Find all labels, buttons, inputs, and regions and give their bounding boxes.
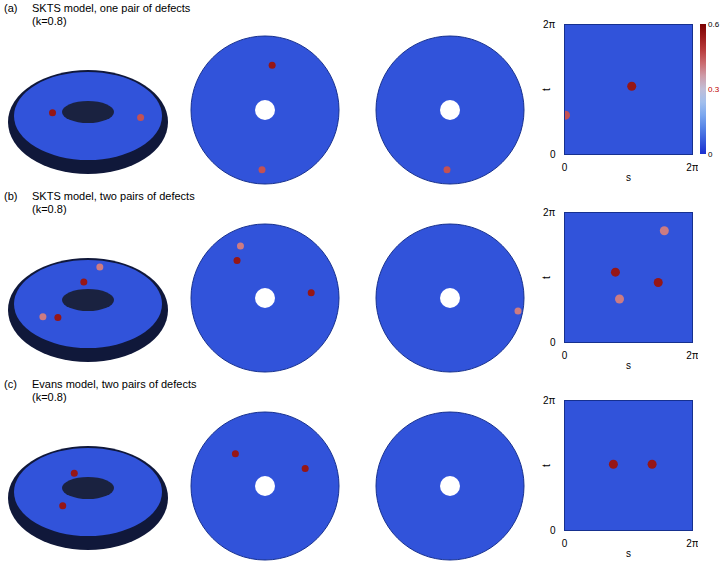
svg-text:2π: 2π — [543, 395, 556, 406]
svg-text:t: t — [541, 276, 552, 279]
svg-text:2π: 2π — [686, 162, 698, 173]
svg-text:s: s — [626, 172, 631, 183]
html-text:(b): (b) — [4, 190, 18, 202]
html-text:Evans model, two pairs of defe: Evans model, two pairs of defects — [32, 378, 197, 390]
html-text:SKTS model, two pairs of defec: SKTS model, two pairs of defects — [32, 190, 195, 202]
svg-text:0: 0 — [708, 150, 713, 159]
svg-text:2π: 2π — [686, 538, 698, 549]
svg-text:0: 0 — [550, 337, 556, 348]
svg-text:s: s — [626, 360, 631, 371]
html-text:(k=0.8): (k=0.8) — [32, 391, 67, 403]
html-text:(c): (c) — [4, 378, 17, 390]
svg-text:0: 0 — [562, 538, 568, 549]
html-text:(k=0.8): (k=0.8) — [32, 15, 67, 27]
svg-text:s: s — [626, 548, 631, 559]
svg-text:0.6: 0.6 — [708, 20, 720, 29]
svg-text:2π: 2π — [543, 19, 556, 30]
svg-text:0.3: 0.3 — [708, 85, 720, 94]
html-text:SKTS model, one pair of defect: SKTS model, one pair of defects — [32, 2, 191, 14]
svg-text:2π: 2π — [543, 207, 556, 218]
svg-text:t: t — [541, 88, 552, 91]
svg-text:t: t — [541, 464, 552, 467]
svg-text:0: 0 — [550, 149, 556, 160]
svg-text:2π: 2π — [686, 350, 698, 361]
svg-text:0: 0 — [550, 525, 556, 536]
svg-text:0: 0 — [562, 162, 568, 173]
svg-text:0: 0 — [562, 350, 568, 361]
html-text:(a): (a) — [4, 2, 18, 14]
html-text:(k=0.8): (k=0.8) — [32, 203, 67, 215]
